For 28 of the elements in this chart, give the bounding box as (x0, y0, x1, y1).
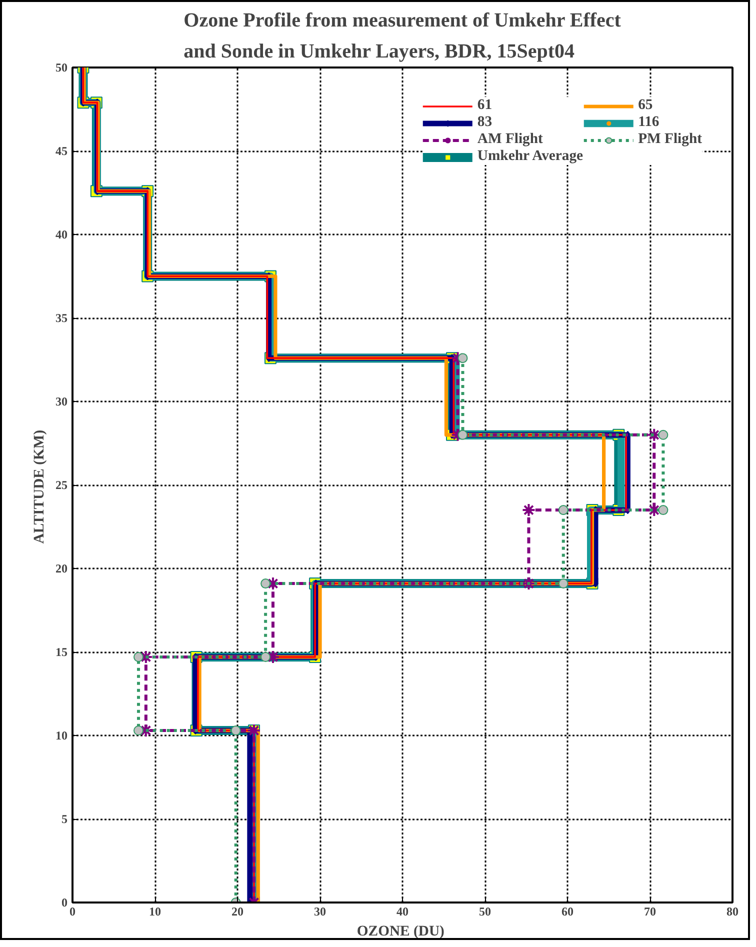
y-tick-label: 15 (56, 645, 68, 659)
legend-label: 116 (638, 114, 660, 131)
y-tick-label: 10 (56, 728, 68, 742)
legend-label: PM Flight (638, 131, 702, 148)
y-tick-label: 45 (56, 144, 68, 158)
x-tick-label: 70 (644, 904, 656, 918)
y-tick-label: 30 (56, 394, 68, 408)
x-tick-label: 10 (149, 904, 161, 918)
y-tick-label: 25 (56, 478, 68, 492)
y-tick-label: 0 (62, 896, 68, 910)
y-axis-title: ALTITUDE (KM) (32, 430, 48, 544)
chart-title: Ozone Profile from measurement of Umkehr Effect and Sonde in Umkehr Layers, BDR, 15Sept04 (184, 10, 622, 62)
y-tick-label: 40 (56, 228, 68, 242)
legend-label: AM Flight (477, 131, 543, 148)
x-tick-label: 40 (396, 904, 408, 918)
y-tick-label: 5 (62, 812, 68, 826)
legend-label: 83 (477, 114, 494, 131)
legend-label: Umkehr Average (477, 148, 584, 165)
x-tick-label: 30 (314, 904, 326, 918)
y-tick-label: 35 (56, 311, 68, 325)
legend-label: 61 (477, 97, 494, 114)
legend-label: 65 (638, 97, 654, 114)
x-tick-label: 80 (726, 904, 738, 918)
y-tick-label: 20 (56, 562, 68, 576)
y-tick-label: 50 (56, 60, 68, 74)
x-tick-label: 60 (562, 904, 574, 918)
x-tick-label: 20 (232, 904, 244, 918)
x-tick-label: 50 (479, 904, 491, 918)
